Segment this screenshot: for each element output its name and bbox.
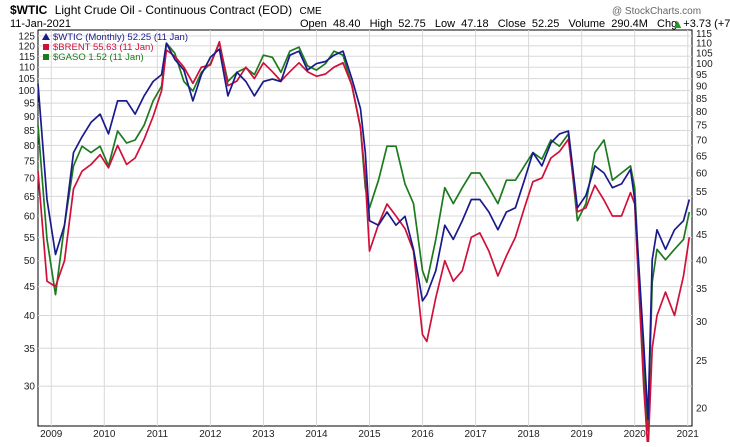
left-tick-label: 110 <box>19 63 35 74</box>
volume-value: 290.4M <box>611 18 648 30</box>
up-triangle-icon <box>674 21 682 28</box>
right-tick-label: 55 <box>696 187 708 198</box>
x-tick-label: 2016 <box>411 429 434 440</box>
left-tick-label: 120 <box>18 41 35 52</box>
chg-label: Chg <box>657 18 677 30</box>
legend-marker <box>43 44 49 50</box>
right-axis: 2025303540455055606570758085909510010511… <box>696 29 713 414</box>
right-tick-label: 95 <box>696 70 708 81</box>
x-tick-label: 2021 <box>677 429 700 440</box>
left-tick-label: 55 <box>24 233 36 244</box>
x-axis: 2009 2010 2011 2012 2013 2014 2015 2016 2017 2018… <box>40 429 699 440</box>
left-tick-label: 100 <box>18 86 35 97</box>
right-tick-label: 100 <box>696 59 713 70</box>
left-tick-label: 105 <box>18 74 35 85</box>
right-tick-label: 60 <box>696 168 708 179</box>
legend-label: $GASO 1.52 (11 Jan) <box>53 52 144 63</box>
right-tick-label: 65 <box>696 151 708 162</box>
x-tick-label: 2011 <box>147 429 169 440</box>
legend-marker <box>42 33 50 40</box>
svg-text:$WTIC Light Crude Oil -: $WTIC Light Crude Oil - Continuous Contr… <box>10 3 322 17</box>
high-label: High <box>370 18 393 30</box>
right-tick-label: 110 <box>696 39 712 50</box>
close-value: 52.25 <box>532 18 560 30</box>
left-tick-label: 95 <box>24 99 36 110</box>
right-tick-label: 80 <box>696 107 708 118</box>
quote-summary: Open 48.40 High 52.75 Low 47.18 Close 52… <box>300 18 730 30</box>
x-tick-label: 2020 <box>624 429 647 440</box>
left-tick-label: 35 <box>24 344 36 355</box>
legend-label: $BRENT 55.63 (11 Jan) <box>53 42 154 53</box>
left-tick-label: 65 <box>24 192 36 203</box>
description-label: Light Crude Oil - Continuous Contract (E… <box>55 3 292 17</box>
x-tick-label: 2012 <box>199 429 222 440</box>
close-label: Close <box>498 18 526 30</box>
left-tick-label: 30 <box>24 382 36 393</box>
series-line-brent <box>37 40 691 447</box>
series-layer <box>37 40 691 447</box>
legend-label: $WTIC (Monthly) 52.25 (11 Jan) <box>53 32 188 43</box>
left-tick-label: 70 <box>24 174 36 185</box>
grid-lines <box>38 30 692 426</box>
low-value: 47.18 <box>461 18 489 30</box>
right-tick-label: 50 <box>696 207 708 218</box>
chg-value: +3.73 (+7.69%) <box>683 18 730 30</box>
date-label: 11-Jan-2021 <box>10 18 71 30</box>
volume-label: Volume <box>568 18 605 30</box>
right-tick-label: 75 <box>696 121 708 132</box>
right-tick-label: 25 <box>696 356 708 367</box>
right-tick-label: 45 <box>696 230 708 241</box>
right-tick-label: 105 <box>696 49 713 60</box>
left-tick-label: 60 <box>24 211 36 222</box>
left-tick-label: 90 <box>24 112 36 123</box>
x-tick-label: 2018 <box>518 429 541 440</box>
right-tick-label: 115 <box>696 29 712 40</box>
legend: $WTIC (Monthly) 52.25 (11 Jan)$BRENT 55.… <box>42 32 188 63</box>
plot-area <box>37 29 693 427</box>
legend-marker <box>43 54 49 60</box>
x-tick-label: 2010 <box>93 429 116 440</box>
low-label: Low <box>435 18 455 30</box>
x-tick-label: 2014 <box>305 429 328 440</box>
left-tick-label: 115 <box>19 52 35 63</box>
left-tick-label: 85 <box>24 126 36 137</box>
high-value: 52.75 <box>398 18 426 30</box>
right-tick-label: 20 <box>696 404 708 415</box>
chart-header: $WTIC Light Crude Oil - Continuous Contr… <box>10 3 730 30</box>
left-tick-label: 50 <box>24 256 36 267</box>
left-tick-label: 75 <box>24 157 36 168</box>
x-tick-label: 2013 <box>252 429 275 440</box>
x-tick-label: 2009 <box>40 429 63 440</box>
x-tick-label: 2019 <box>571 429 594 440</box>
left-tick-label: 80 <box>24 141 36 152</box>
watermark-text: @ StockCharts.com <box>612 6 701 17</box>
right-tick-label: 70 <box>696 135 708 146</box>
right-tick-label: 85 <box>696 94 708 105</box>
right-tick-label: 30 <box>696 317 708 328</box>
symbol-label: $WTIC <box>10 3 48 17</box>
right-tick-label: 90 <box>696 82 708 93</box>
open-value: 48.40 <box>333 18 361 30</box>
right-tick-label: 35 <box>696 284 708 295</box>
left-axis: 30 35 40 45 50 55 60 65 70 75 80 85 90 95 100105110115… <box>18 31 35 392</box>
series-line-wtic <box>37 42 691 420</box>
open-label: Open <box>300 18 327 30</box>
exchange-label: CME <box>299 6 322 17</box>
left-tick-label: 40 <box>24 311 36 322</box>
right-tick-label: 40 <box>696 255 708 266</box>
left-tick-label: 125 <box>18 31 35 42</box>
x-tick-label: 2015 <box>358 429 381 440</box>
x-tick-label: 2017 <box>464 429 487 440</box>
left-tick-label: 45 <box>24 282 36 293</box>
